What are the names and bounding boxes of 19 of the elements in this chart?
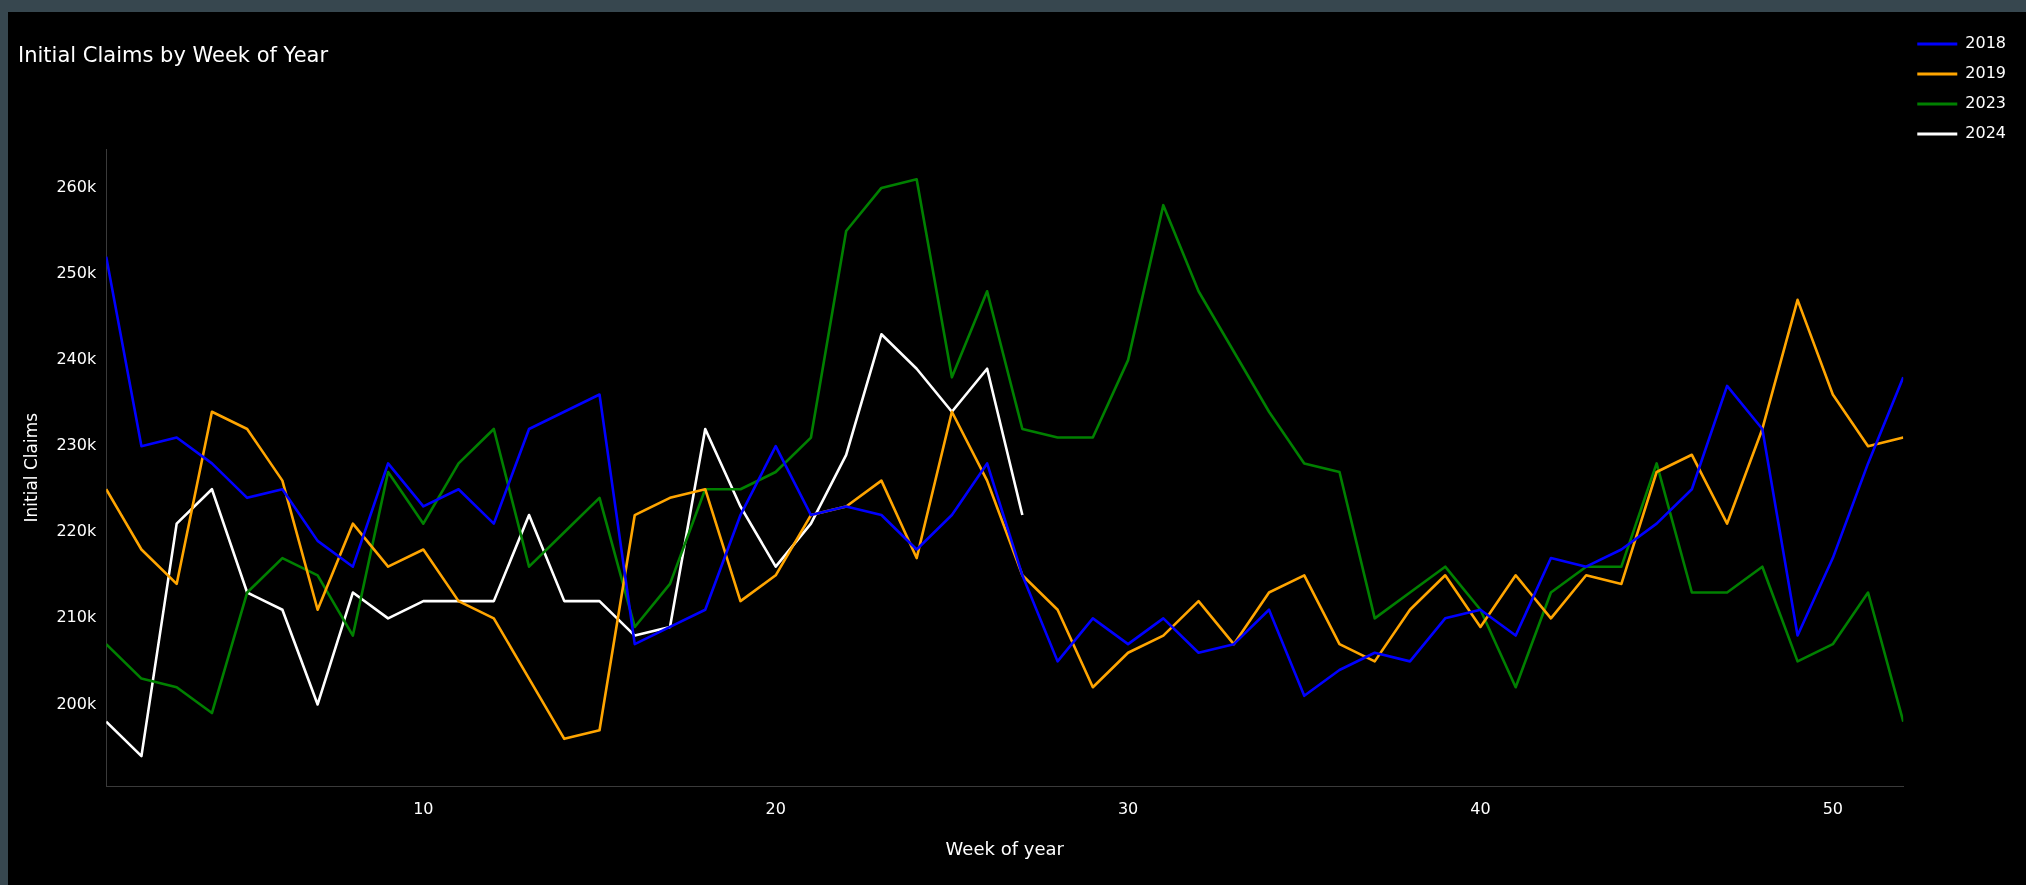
y-tick-label: 210k [56, 607, 97, 627]
y-tick-label: 200k [56, 693, 97, 713]
y-tick-label: 230k [56, 435, 97, 455]
y-tick-label: 260k [56, 177, 97, 197]
x-axis-title: Week of year [945, 837, 1065, 859]
legend-label: 2019 [1965, 63, 2006, 83]
legend-label: 2018 [1965, 33, 2006, 53]
y-axis-title: Initial Claims [20, 412, 41, 523]
chart-title: Initial Claims by Week of Year [18, 43, 329, 68]
x-tick-label: 20 [765, 798, 786, 818]
y-tick-label: 220k [56, 521, 97, 541]
x-tick-label: 40 [1470, 798, 1491, 818]
x-tick-label: 30 [1117, 798, 1139, 818]
legend-label: 2023 [1965, 93, 2006, 113]
x-tick-label: 10 [413, 798, 434, 818]
y-tick-label: 240k [56, 349, 97, 369]
y-tick-label: 250k [56, 263, 97, 283]
legend-label: 2024 [1965, 123, 2006, 143]
x-tick-label: 50 [1822, 798, 1843, 818]
